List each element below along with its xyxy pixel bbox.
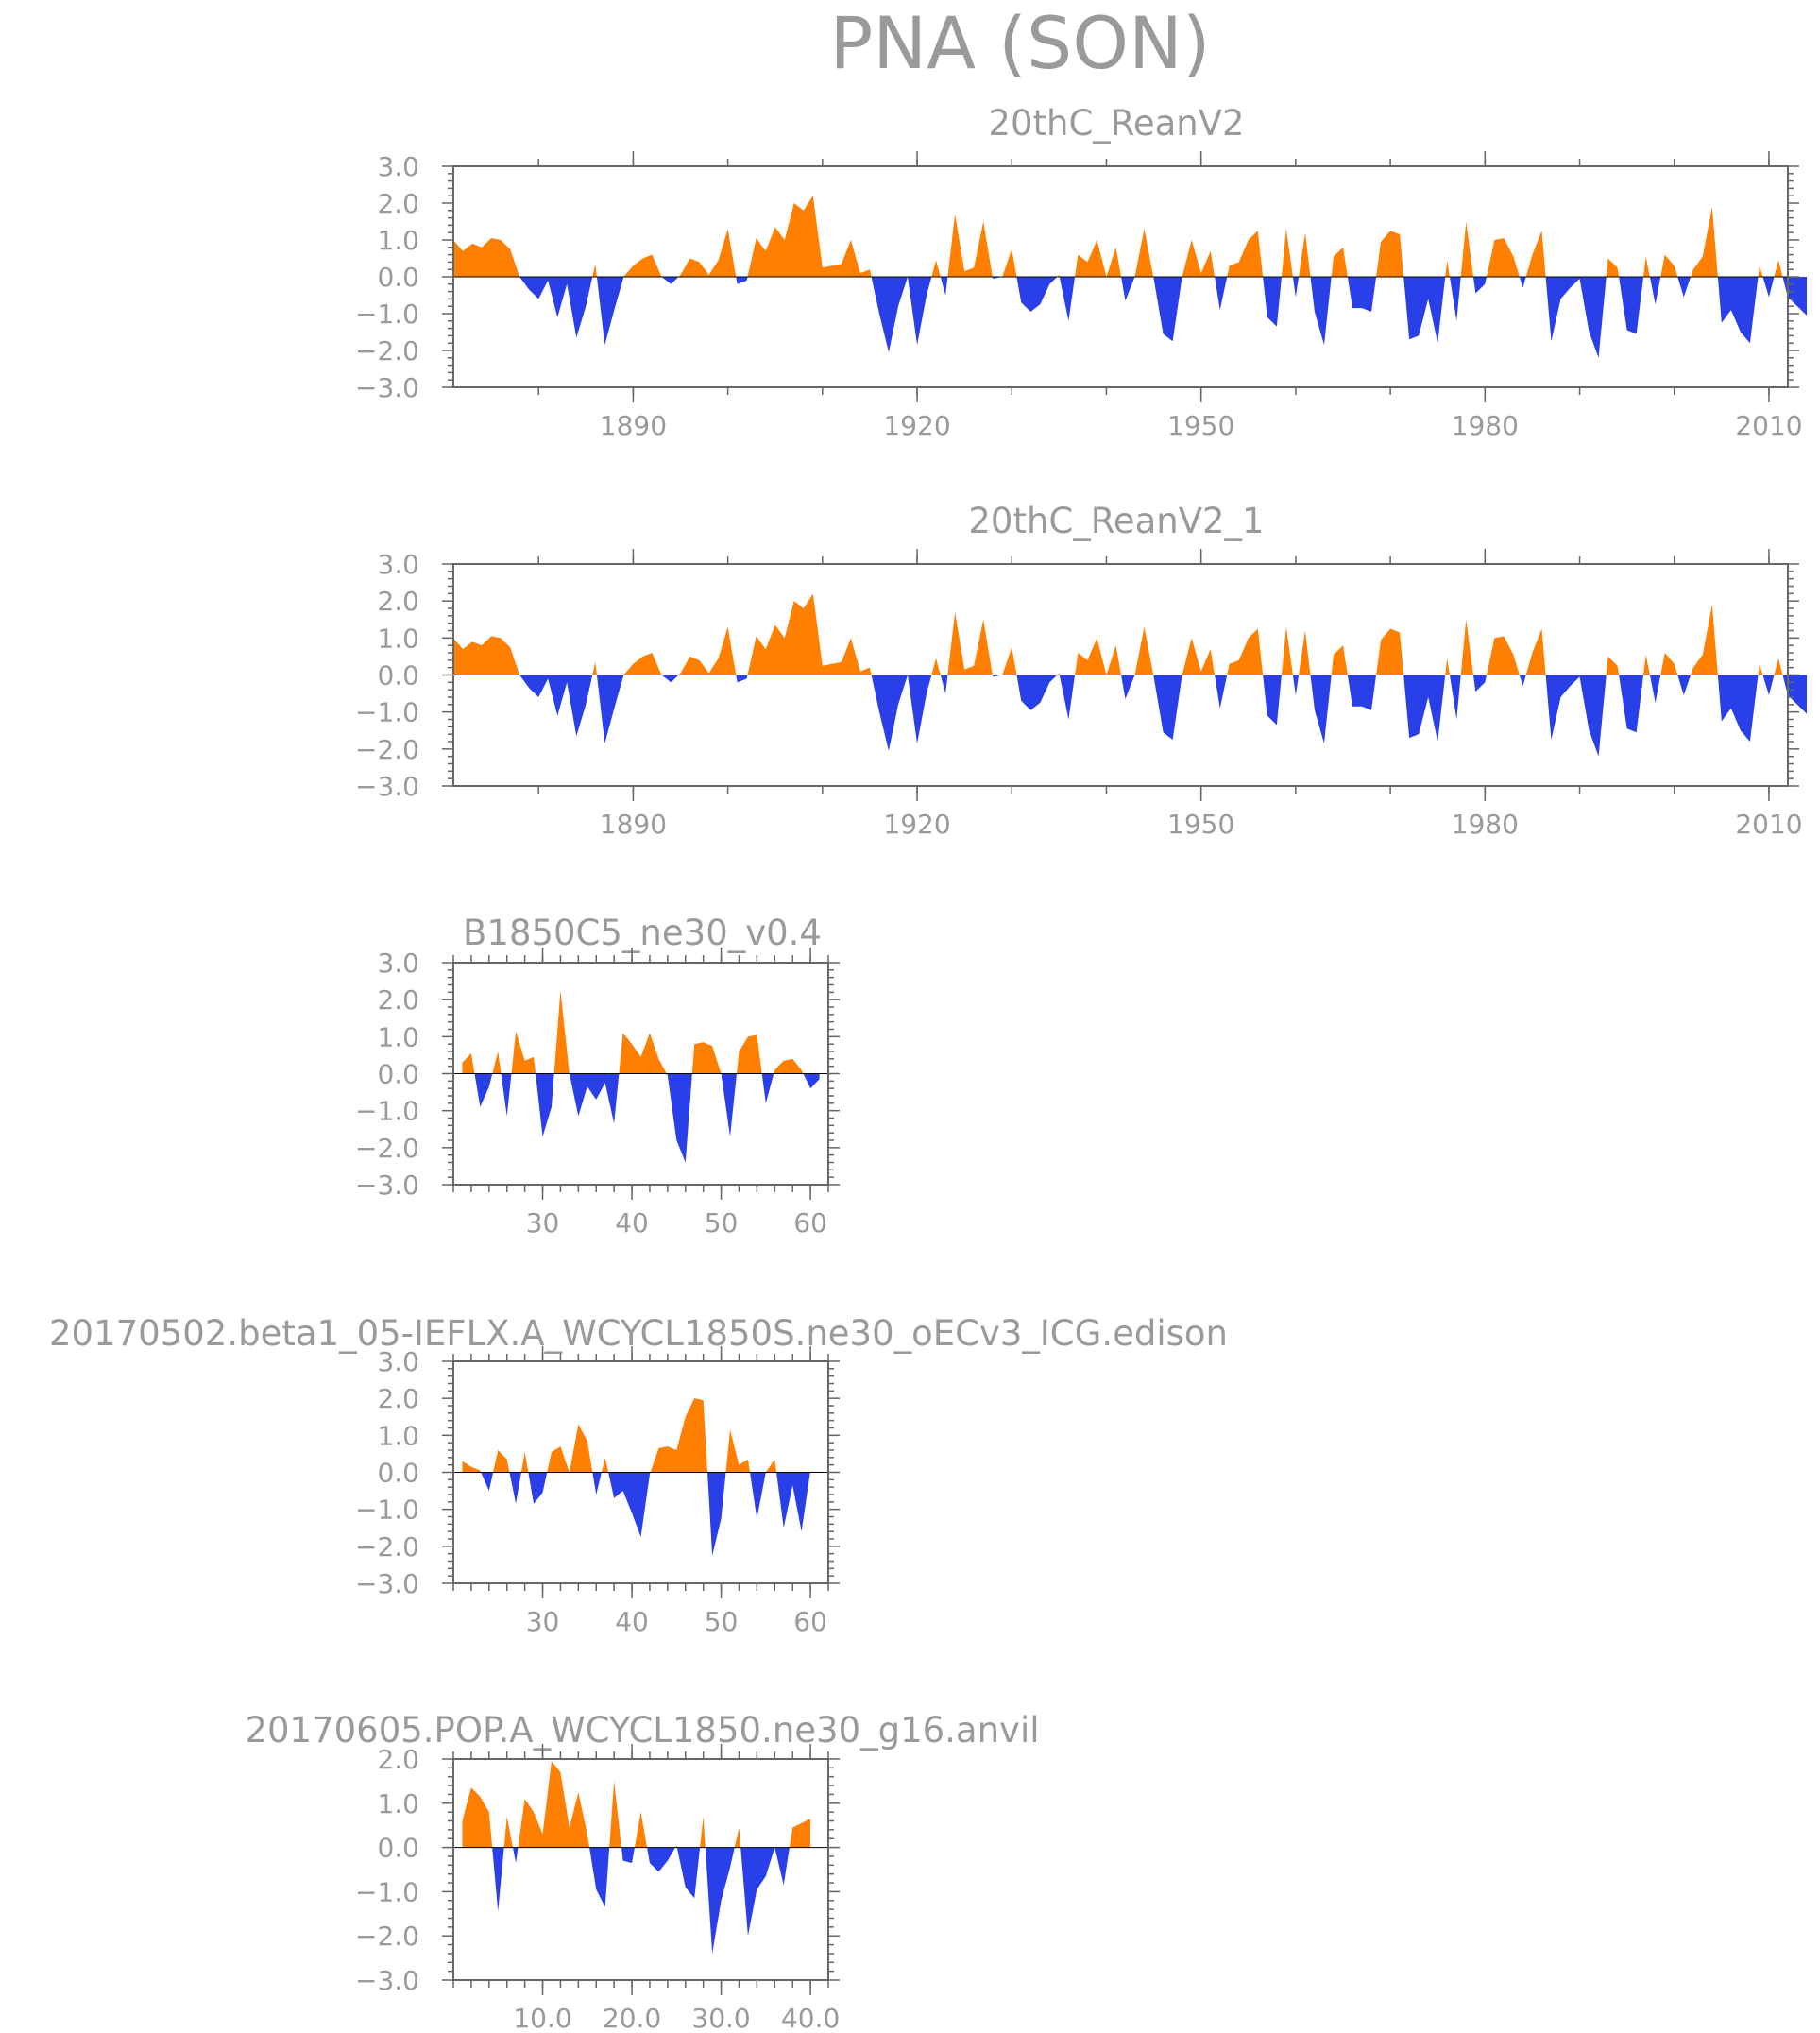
negative-area (462, 1472, 811, 1556)
negative-area (462, 1847, 811, 1954)
plot-area: 3.0 2.0 1.0 0.0 −1.0 −2.0 −3.0 1890 1920 1950 1980… (355, 151, 1808, 441)
y-tick-label: −2.0 (355, 1133, 419, 1164)
positive-area (462, 1761, 811, 1848)
x-tick-label: 1920 (883, 809, 950, 840)
x-tick-label: 1950 (1167, 809, 1234, 840)
x-tick-label: 1980 (1452, 410, 1519, 441)
y-tick-label: −3.0 (355, 771, 419, 802)
x-tick-label: 40 (615, 1606, 649, 1637)
main-title: PNA (SON) (829, 1, 1210, 85)
y-tick-label: 1.0 (377, 1021, 419, 1052)
panel-title: 20thC_ReanV2 (988, 103, 1244, 144)
x-tick-label: 1890 (600, 809, 667, 840)
x-tick-label: 50 (705, 1207, 739, 1239)
panel-title: B1850C5_ne30_v0.4 (463, 913, 822, 953)
positive-area (462, 990, 820, 1074)
plot-area: 3.0 2.0 1.0 0.0 −1.0 −2.0 −3.0 30 40 50 60 (355, 1346, 840, 1637)
negative-area (462, 1073, 820, 1163)
x-tick-label: 1950 (1167, 410, 1234, 441)
y-tick-label: 0.0 (377, 1833, 419, 1864)
y-tick-label: 0.0 (377, 262, 419, 293)
y-tick-label: −3.0 (355, 1568, 419, 1599)
y-tick-label: −1.0 (355, 1876, 419, 1907)
positive-area (453, 196, 1808, 277)
y-tick-label: −1.0 (355, 1096, 419, 1127)
x-tick-label: 1920 (883, 410, 950, 441)
plot-area: 3.0 2.0 1.0 0.0 −1.0 −2.0 −3.0 1890 1920 1950 1980… (355, 549, 1808, 840)
x-tick-label: 40 (615, 1207, 649, 1239)
y-tick-label: 0.0 (377, 660, 419, 692)
y-tick-label: 2.0 (377, 188, 419, 219)
y-tick-label: 1.0 (377, 623, 419, 654)
y-tick-label: 2.0 (377, 1744, 419, 1775)
y-tick-label: −2.0 (355, 335, 419, 367)
plot-area: 3.0 2.0 1.0 0.0 −1.0 −2.0 −3.0 30 40 50 60 (355, 948, 840, 1239)
panel-pop-anvil: 20170605.POP.A_WCYCL1850.ne30_g16.anvil … (245, 1710, 1039, 2033)
x-tick-label: 60 (793, 1207, 827, 1239)
x-tick-label: 2010 (1735, 410, 1802, 441)
plot-frame (452, 1758, 829, 1981)
y-tick-label: −2.0 (355, 734, 419, 765)
y-tick-label: 3.0 (377, 151, 419, 182)
y-tick-label: 0.0 (377, 1458, 419, 1489)
positive-area (453, 593, 1808, 675)
y-tick-label: 0.0 (377, 1059, 419, 1090)
x-tick-label: 30 (526, 1207, 560, 1239)
panel-title: 20170605.POP.A_WCYCL1850.ne30_g16.anvil (245, 1710, 1039, 1751)
negative-area (453, 675, 1808, 757)
y-tick-label: 2.0 (377, 984, 419, 1016)
y-tick-label: −1.0 (355, 299, 419, 330)
y-tick-label: 3.0 (377, 549, 419, 580)
panel-title: 20170502.beta1_05-IEFLX.A_WCYCL1850S.ne3… (49, 1313, 1228, 1354)
y-tick-label: 3.0 (377, 948, 419, 979)
x-tick-label: 60 (793, 1606, 827, 1637)
y-tick-label: −1.0 (355, 697, 419, 728)
x-tick-label: 30 (526, 1606, 560, 1637)
panel-beta1-edison: 20170502.beta1_05-IEFLX.A_WCYCL1850S.ne3… (49, 1313, 1228, 1637)
x-tick-label: 1980 (1452, 809, 1519, 840)
y-tick-label: 1.0 (377, 1788, 419, 1819)
x-tick-label: 50 (705, 1606, 739, 1637)
y-tick-label: −3.0 (355, 1170, 419, 1201)
y-tick-label: −1.0 (355, 1495, 419, 1526)
negative-area (453, 277, 1808, 358)
y-tick-label: 2.0 (377, 1383, 419, 1414)
y-tick-label: 2.0 (377, 586, 419, 617)
panel-b1850c5: B1850C5_ne30_v0.4 3.0 2.0 1.0 0.0 −1.0 −2.0 −3… (355, 913, 840, 1239)
x-tick-label: 40.0 (781, 2003, 840, 2033)
x-tick-label: 20.0 (603, 2003, 661, 2033)
y-tick-label: −3.0 (355, 1965, 419, 1996)
y-tick-label: 3.0 (377, 1346, 419, 1377)
plot-area: 2.0 1.0 0.0 −1.0 −2.0 −3.0 10.0 20.0 30.0 40.0 (355, 1744, 840, 2033)
panel-20thc-reanv2: 20thC_ReanV2 3.0 2.0 1.0 0.0 −1.0 −2.0 −3.0 189… (355, 103, 1808, 441)
x-tick-label: 2010 (1735, 809, 1802, 840)
panel-20thc-reanv2-1: 20thC_ReanV2_1 3.0 2.0 1.0 0.0 −1.0 −2.0 −3.0 1… (355, 501, 1808, 840)
y-tick-label: 1.0 (377, 225, 419, 256)
panel-title: 20thC_ReanV2_1 (968, 501, 1264, 541)
x-tick-label: 30.0 (691, 2003, 750, 2033)
y-tick-label: −3.0 (355, 372, 419, 403)
x-tick-label: 1890 (600, 410, 667, 441)
x-tick-label: 10.0 (513, 2003, 571, 2033)
y-tick-label: 1.0 (377, 1420, 419, 1451)
y-tick-label: −2.0 (355, 1921, 419, 1952)
positive-area (462, 1398, 811, 1473)
y-tick-label: −2.0 (355, 1531, 419, 1563)
